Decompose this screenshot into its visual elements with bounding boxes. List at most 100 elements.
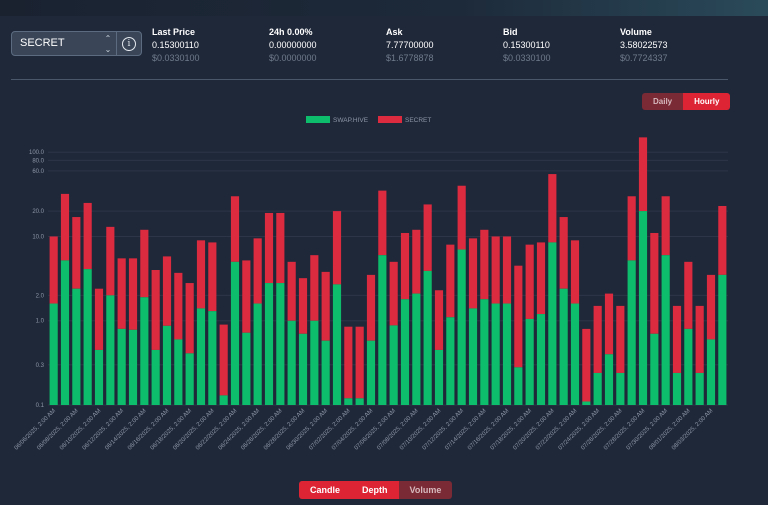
- bar-swap-hive[interactable]: [287, 320, 296, 405]
- bar-secret[interactable]: [219, 324, 228, 396]
- bar-secret[interactable]: [548, 174, 557, 243]
- bar-swap-hive[interactable]: [230, 261, 240, 405]
- bar-swap-hive[interactable]: [344, 398, 353, 405]
- bar-secret[interactable]: [128, 258, 138, 330]
- bar-swap-hive[interactable]: [60, 260, 70, 405]
- bar-secret[interactable]: [264, 212, 274, 284]
- bar-swap-hive[interactable]: [706, 339, 716, 405]
- bar-swap-hive[interactable]: [264, 283, 274, 405]
- bar-swap-hive[interactable]: [389, 325, 398, 405]
- bar-secret[interactable]: [695, 305, 704, 373]
- bar-secret[interactable]: [60, 193, 70, 261]
- bar-swap-hive[interactable]: [514, 367, 523, 405]
- bar-swap-hive[interactable]: [253, 303, 262, 405]
- bar-swap-hive[interactable]: [378, 255, 387, 405]
- bar-swap-hive[interactable]: [434, 349, 444, 405]
- bar-secret[interactable]: [434, 290, 444, 350]
- bar-swap-hive[interactable]: [208, 311, 217, 405]
- bar-swap-hive[interactable]: [117, 328, 126, 405]
- bar-secret[interactable]: [593, 305, 602, 373]
- bar-swap-hive[interactable]: [718, 274, 727, 405]
- bar-swap-hive[interactable]: [627, 260, 636, 405]
- bar-swap-hive[interactable]: [355, 398, 364, 405]
- bar-secret[interactable]: [638, 137, 648, 212]
- bar-secret[interactable]: [718, 205, 727, 275]
- bar-swap-hive[interactable]: [400, 299, 410, 405]
- bar-swap-hive[interactable]: [695, 372, 704, 405]
- bar-swap-hive[interactable]: [151, 349, 160, 405]
- bar-secret[interactable]: [627, 196, 636, 261]
- pair-selector-value[interactable]: SECRET: [20, 37, 65, 49]
- bar-swap-hive[interactable]: [457, 249, 466, 405]
- bar-secret[interactable]: [242, 260, 251, 333]
- bar-swap-hive[interactable]: [525, 318, 534, 405]
- bar-swap-hive[interactable]: [559, 288, 568, 405]
- bar-swap-hive[interactable]: [570, 303, 580, 405]
- bar-swap-hive[interactable]: [468, 308, 478, 405]
- bar-secret[interactable]: [684, 261, 693, 329]
- bar-swap-hive[interactable]: [638, 211, 648, 405]
- bar-swap-hive[interactable]: [366, 340, 376, 405]
- bar-secret[interactable]: [446, 244, 455, 318]
- bar-swap-hive[interactable]: [72, 288, 81, 405]
- bar-swap-hive[interactable]: [332, 284, 342, 405]
- bar-secret[interactable]: [276, 212, 285, 284]
- bar-swap-hive[interactable]: [276, 283, 285, 405]
- bar-swap-hive[interactable]: [593, 372, 602, 405]
- bar-swap-hive[interactable]: [536, 314, 546, 405]
- bar-swap-hive[interactable]: [423, 270, 432, 405]
- bar-secret[interactable]: [332, 211, 342, 285]
- bar-swap-hive[interactable]: [480, 299, 489, 405]
- bar-secret[interactable]: [117, 258, 126, 329]
- bar-swap-hive[interactable]: [412, 293, 421, 405]
- bar-swap-hive[interactable]: [219, 395, 228, 405]
- bar-secret[interactable]: [491, 236, 500, 304]
- candle-button[interactable]: Candle: [299, 481, 352, 499]
- bar-secret[interactable]: [230, 196, 240, 262]
- bar-swap-hive[interactable]: [684, 328, 693, 405]
- bar-secret[interactable]: [412, 229, 421, 294]
- bar-secret[interactable]: [298, 278, 308, 334]
- bar-secret[interactable]: [616, 305, 625, 373]
- bar-secret[interactable]: [287, 261, 296, 321]
- bar-swap-hive[interactable]: [661, 255, 670, 405]
- bar-secret[interactable]: [310, 255, 319, 321]
- bar-swap-hive[interactable]: [140, 297, 149, 405]
- bar-secret[interactable]: [366, 274, 376, 341]
- daily-button[interactable]: Daily: [642, 93, 684, 110]
- bar-secret[interactable]: [672, 305, 682, 373]
- bar-swap-hive[interactable]: [548, 242, 557, 405]
- info-button[interactable]: i: [116, 32, 141, 55]
- bar-secret[interactable]: [49, 236, 58, 304]
- bar-swap-hive[interactable]: [582, 401, 591, 405]
- bar-swap-hive[interactable]: [604, 354, 614, 405]
- depth-button[interactable]: Depth: [351, 481, 399, 499]
- bar-swap-hive[interactable]: [242, 332, 251, 405]
- bar-secret[interactable]: [480, 229, 489, 300]
- bar-secret[interactable]: [559, 217, 568, 289]
- bar-swap-hive[interactable]: [310, 320, 319, 405]
- bar-secret[interactable]: [174, 272, 183, 340]
- bar-secret[interactable]: [502, 236, 512, 304]
- bar-swap-hive[interactable]: [185, 353, 194, 405]
- bar-secret[interactable]: [570, 240, 580, 304]
- bar-secret[interactable]: [196, 240, 206, 309]
- bar-secret[interactable]: [72, 217, 81, 289]
- bar-secret[interactable]: [661, 196, 670, 256]
- bar-secret[interactable]: [423, 204, 432, 271]
- bar-swap-hive[interactable]: [94, 349, 104, 405]
- bar-secret[interactable]: [140, 229, 149, 298]
- bar-swap-hive[interactable]: [491, 303, 500, 405]
- bar-secret[interactable]: [525, 244, 534, 319]
- pair-selector[interactable]: SECRET ⌃ ⌄ i: [11, 31, 142, 56]
- bar-secret[interactable]: [83, 202, 92, 270]
- legend-label-secret[interactable]: SECRET: [405, 117, 431, 124]
- bar-secret[interactable]: [344, 326, 353, 399]
- bar-secret[interactable]: [94, 288, 104, 350]
- bar-swap-hive[interactable]: [321, 340, 330, 405]
- bar-swap-hive[interactable]: [49, 303, 58, 405]
- bar-swap-hive[interactable]: [128, 329, 138, 405]
- bar-secret[interactable]: [582, 328, 591, 402]
- chevron-updown-icon[interactable]: ⌃ ⌄: [100, 32, 116, 55]
- bar-swap-hive[interactable]: [106, 295, 115, 405]
